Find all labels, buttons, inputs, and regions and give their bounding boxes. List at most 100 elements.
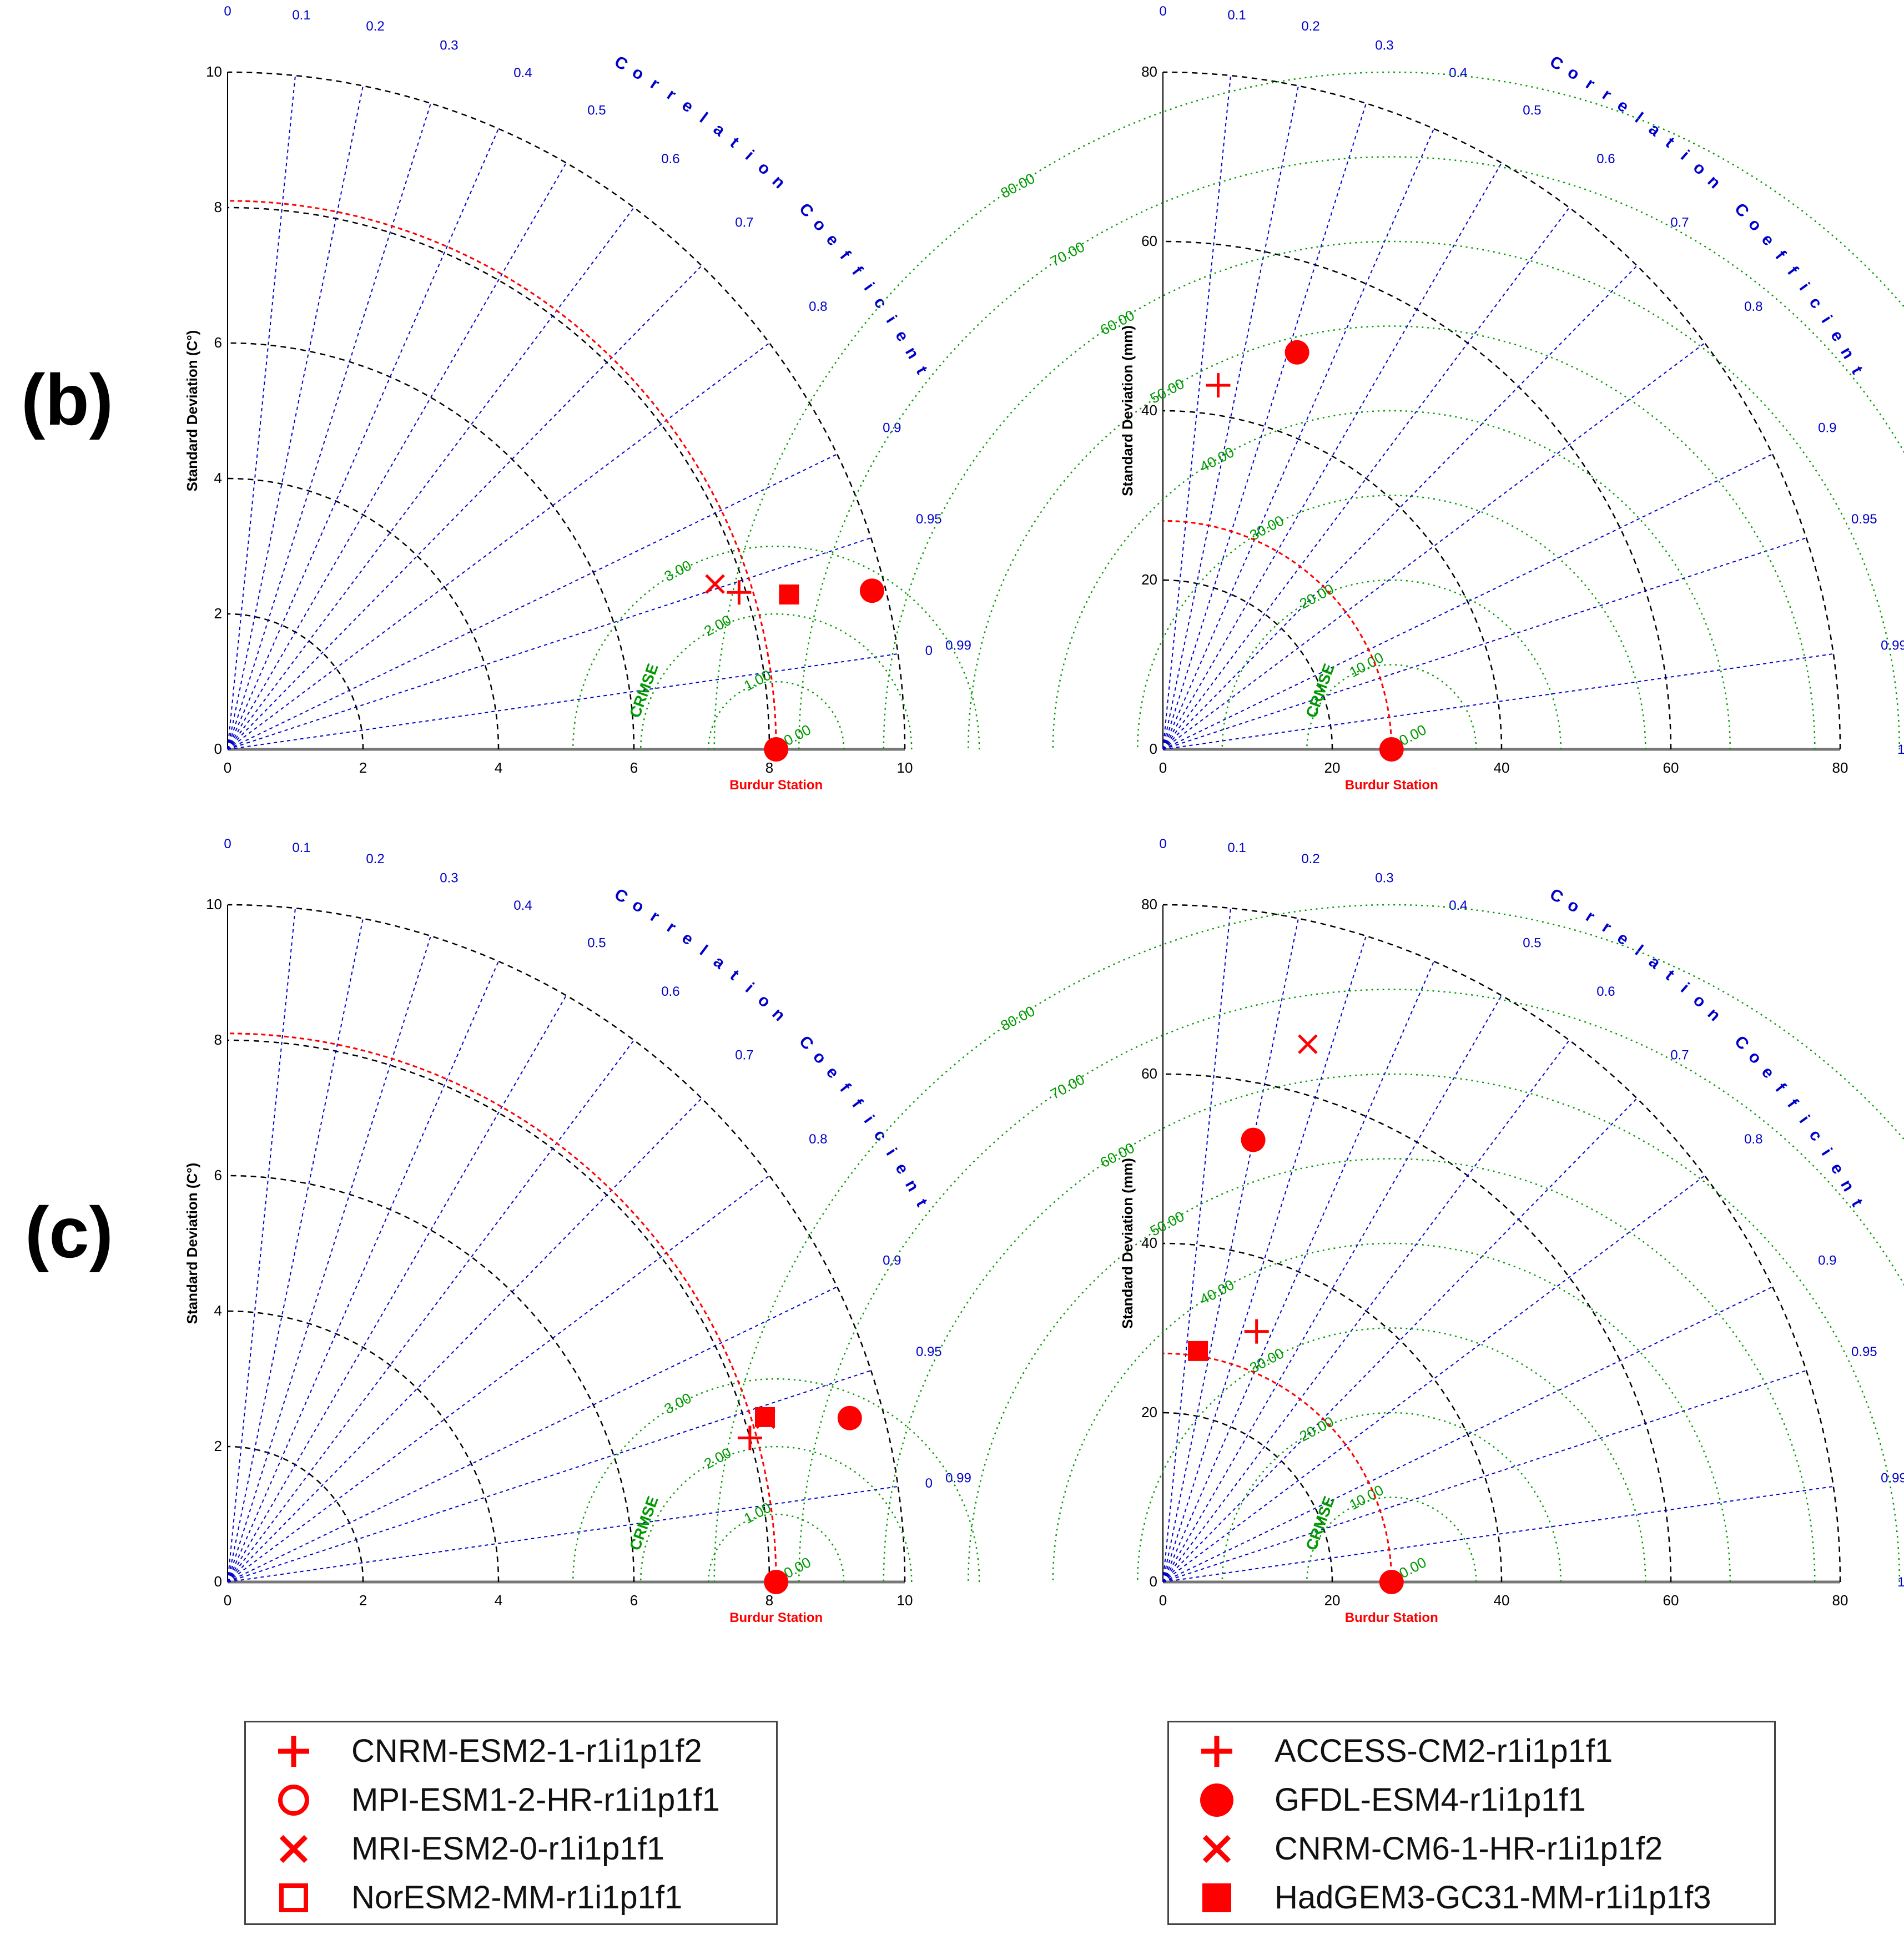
correlation-tick-label: 0.1 [1227,8,1246,23]
x-tick-label: 0 [1159,1592,1167,1609]
y-tick-label: 60 [1141,1065,1157,1082]
crmse-arc [639,613,913,750]
y-tick-label: 80 [1141,63,1157,80]
x-tick-label: 4 [495,759,502,776]
reference-label: Burdur Station [729,1610,823,1625]
correlation-title-letter: C [795,1032,817,1054]
legend-label: MRI-ESM2-0-r1i1p1f1 [351,1831,665,1867]
correlation-tick-label: 0.5 [587,935,606,950]
correlation-ray [227,75,296,750]
correlation-ray [227,103,431,750]
x-tick-label: 80 [1832,1592,1848,1609]
crmse-arc [968,325,1816,750]
std-arc [227,1175,635,1583]
data-point-noresm2-mm-r1i1p1f1 [755,1407,775,1427]
correlation-tick-label: 0.3 [440,38,458,53]
correlation-title-letter: t [727,966,743,984]
correlation-title-letter: o [1690,991,1710,1011]
y-tick-label: 6 [214,1167,222,1183]
std-arc [227,477,500,750]
data-point-noresm2-mm-r1i1p1f1 [779,585,799,604]
correlation-tick-label: 0.3 [440,871,458,886]
legend-row: CNRM-ESM2-1-r1i1p1f2 [246,1727,776,1776]
correlation-title-letter: C [1547,52,1566,74]
x-tick-label: 4 [495,1592,502,1609]
std-arc [1162,579,1333,750]
data-point-burdur-station [764,1570,789,1594]
crmse-arc [798,989,1904,1583]
correlation-title-letter: o [754,158,774,179]
crmse-level-label: 20.00 [1297,581,1337,612]
reference-std-arc [1162,520,1393,750]
correlation-title-letter: o [1745,215,1765,235]
correlation-tick-label: 0.9 [883,420,901,435]
data-point-burdur-station [764,737,789,762]
correlation-title-letter: e [1827,1160,1847,1177]
legend-label: GFDL-ESM4-r1i1p1f1 [1275,1782,1586,1818]
correlation-title-letter: i [882,1145,900,1159]
y-tick-label: 20 [1141,1404,1157,1420]
correlation-title-letter: r [1599,918,1614,937]
correlation-tick-label: 0.95 [1851,1344,1877,1359]
correlation-tick-label: 0.9 [1818,1253,1836,1268]
crmse-arc [1221,579,1562,750]
correlation-title-letter: f [848,263,867,279]
crmse-level-label: 70.00 [1047,238,1087,270]
correlation-title-letter: r [647,907,663,926]
x-tick-label: 0 [1159,759,1167,776]
x-marker-icon [1202,1835,1231,1863]
y-axis-label: Standard Deviation (mm) [1119,325,1136,496]
crmse-title: CRMSE [1302,661,1338,720]
y-axis-label: Standard Deviation (C°) [184,1163,200,1324]
correlation-ray [227,961,499,1583]
legend-label: MPI-ESM1-2-HR-r1i1p1f1 [351,1782,720,1818]
correlation-ray [227,908,296,1583]
correlation-tick-label: 0.8 [1744,1132,1762,1147]
crmse-arc [1052,1242,1731,1583]
correlation-title-letter: e [891,327,912,345]
std-arc [227,342,635,750]
correlation-tick-label: 0 [1159,4,1166,19]
correlation-ray [227,1040,634,1583]
x-tick-label: 8 [765,759,773,776]
crmse-arc [883,240,1901,750]
correlation-ray [227,1175,770,1583]
std-arc [227,613,364,750]
correlation-tick-label: 0 [925,1476,933,1491]
correlation-title-letter: f [836,1080,854,1096]
correlation-ray [227,85,364,750]
correlation-title-letter: t [912,364,931,377]
correlation-title-letter: C [1547,885,1566,906]
correlation-title-letter: o [1745,1047,1765,1067]
correlation-title-letter: r [1599,85,1614,104]
correlation-tick-label: 0.1 [292,8,310,23]
std-arc [1162,240,1672,750]
x-tick-label: 60 [1663,759,1679,776]
correlation-title-letter: n [769,1005,789,1025]
correlation-tick-label: 0.6 [1596,984,1615,999]
y-tick-label: 6 [214,334,222,351]
correlation-title-letter: e [1758,230,1778,249]
correlation-title-letter: o [629,895,647,916]
reference-label: Burdur Station [1345,778,1438,793]
correlation-title-letter: i [860,1112,878,1126]
correlation-tick-label: 1 [1897,742,1904,757]
plus-marker-icon [1201,1736,1232,1767]
filled-square-marker-icon [1202,1883,1231,1912]
crmse-arc [883,1073,1901,1583]
legend-row: GFDL-ESM4-r1i1p1f1 [1169,1776,1774,1825]
crmse-level-label: 2.00 [701,1444,734,1472]
std-arc [227,904,906,1583]
correlation-ray [1162,1485,1834,1583]
std-arc [1162,1412,1333,1583]
correlation-tick-label: 0.9 [1818,420,1836,435]
correlation-tick-label: 0.2 [1301,19,1319,34]
filled-circle-marker-icon [1200,1783,1233,1817]
correlation-title-letter: C [1731,200,1752,221]
legend-row: MRI-ESM2-0-r1i1p1f1 [246,1825,776,1873]
x-tick-label: 2 [359,1592,367,1609]
correlation-title-letter: f [848,1096,867,1112]
data-point-access-cm2-r1i1p1f1 [1244,1319,1269,1344]
correlation-title-letter: f [836,247,854,263]
